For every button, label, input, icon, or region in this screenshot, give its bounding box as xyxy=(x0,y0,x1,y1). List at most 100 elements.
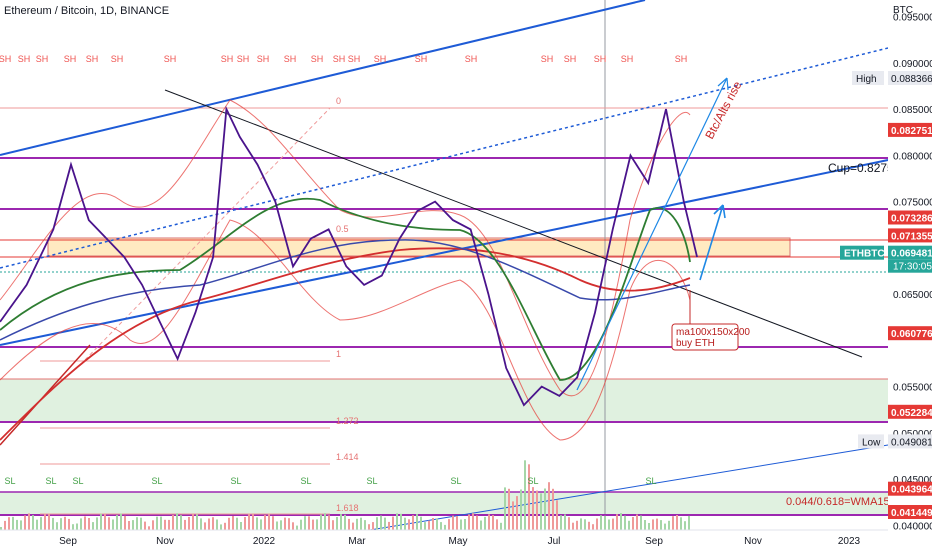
volume-bar xyxy=(204,522,206,530)
volume-bar xyxy=(468,514,470,530)
volume-bar xyxy=(640,515,642,530)
sh-marker-1: SH xyxy=(18,54,31,64)
volume-bar xyxy=(192,514,194,530)
price-tag-value-9: 0.041449 xyxy=(891,508,932,519)
sh-marker-12: SH xyxy=(333,54,346,64)
ma-150 xyxy=(0,239,691,341)
price-series xyxy=(0,105,698,407)
indicator-overlays xyxy=(0,99,691,441)
price-tick-6: 0.055000 xyxy=(893,383,932,394)
volume-bar xyxy=(424,522,426,530)
volume-bar xyxy=(672,516,674,530)
volume-bar xyxy=(484,516,486,530)
volume-bar xyxy=(220,524,222,530)
descending-trendline xyxy=(164,89,863,358)
volume-bar xyxy=(20,520,22,530)
ma-note-line2: buy ETH xyxy=(676,338,715,349)
volume-bar xyxy=(604,515,606,530)
ma-note-box xyxy=(671,323,739,351)
volume-bar xyxy=(528,464,530,530)
time-tick-2: 2022 xyxy=(253,536,276,547)
volume-bar xyxy=(224,522,226,530)
volume-bar xyxy=(116,515,118,530)
volume-bar xyxy=(644,520,646,530)
volume-bar xyxy=(132,520,134,530)
volume-bar xyxy=(628,520,630,530)
volume-bar xyxy=(252,513,254,530)
volume-bar xyxy=(104,513,106,530)
volume-bar xyxy=(476,515,478,530)
time-tick-0: Sep xyxy=(59,536,77,547)
volume-bar xyxy=(272,516,274,530)
volume-bar xyxy=(676,515,678,530)
volume-bar xyxy=(12,516,14,530)
volume-bar xyxy=(572,522,574,530)
volume-bar xyxy=(384,517,386,530)
sh-marker-16: SH xyxy=(465,54,478,64)
volume-bar xyxy=(568,517,570,530)
support-zone xyxy=(0,379,888,422)
wma-annotation: 0.044/0.618=WMA150 xyxy=(786,496,896,508)
volume-bar xyxy=(544,488,546,530)
volume-bar xyxy=(304,516,306,530)
sl-marker-1: SL xyxy=(45,476,56,486)
volume-bar xyxy=(652,519,654,530)
countdown-label: 17:30:05 xyxy=(893,262,932,273)
volume-bar xyxy=(100,513,102,530)
lower-band xyxy=(0,219,691,441)
volume-bar xyxy=(620,513,622,530)
volume-bar xyxy=(496,519,498,530)
volume-bar xyxy=(608,519,610,530)
sh-marker-9: SH xyxy=(257,54,270,64)
price-tag-5 xyxy=(888,326,932,341)
fib-label-0: 0 xyxy=(336,96,341,106)
volume-bar xyxy=(4,520,6,530)
volume-bar xyxy=(40,517,42,530)
volume-bar xyxy=(172,515,174,530)
volume-bar xyxy=(228,517,230,530)
volume-bar xyxy=(420,516,422,530)
price-tag-value-1: 0.082751 xyxy=(891,126,932,137)
sl-marker-2: SL xyxy=(72,476,83,486)
volume-bar xyxy=(372,522,374,530)
price-tag-1 xyxy=(888,122,932,137)
volume-bar xyxy=(600,515,602,530)
projection-arrow xyxy=(699,204,724,281)
sh-marker-10: SH xyxy=(284,54,297,64)
price-tag-2 xyxy=(888,210,932,225)
price-tag-label-7: Low xyxy=(862,437,881,448)
volume-bar xyxy=(124,515,126,530)
volume-bar xyxy=(300,519,302,530)
sh-marker-15: SH xyxy=(415,54,428,64)
volume-bar xyxy=(536,490,538,530)
volume-bar xyxy=(380,515,382,530)
volume-bar xyxy=(436,518,438,530)
price-tag-value-6: 0.052284 xyxy=(891,408,932,419)
volume-bar xyxy=(36,519,38,530)
volume-bar xyxy=(120,513,122,530)
volume-bar xyxy=(268,513,270,530)
volume-bar xyxy=(348,518,350,530)
price-tag-4 xyxy=(888,245,932,260)
volume-bar xyxy=(48,514,50,530)
volume-bar xyxy=(288,518,290,530)
volume-bar xyxy=(296,525,298,530)
volume-bar xyxy=(648,523,650,530)
volume-bar xyxy=(404,517,406,530)
volume-bar xyxy=(512,501,514,530)
volume-bar xyxy=(248,513,250,530)
volume-bar xyxy=(68,518,70,530)
volume-bar xyxy=(332,520,334,530)
volume-bar xyxy=(584,519,586,530)
price-tag-label-4: ETHBTC xyxy=(844,249,885,260)
price-tick-9: 0.040000 xyxy=(893,521,932,532)
sh-marker-13: SH xyxy=(348,54,361,64)
sh-marker-17: SH xyxy=(541,54,554,64)
volume-bar xyxy=(184,519,186,530)
volume-bar xyxy=(324,513,326,530)
price-tag-7 xyxy=(888,434,932,449)
sh-marker-6: SH xyxy=(164,54,177,64)
volume-bar xyxy=(308,516,310,530)
